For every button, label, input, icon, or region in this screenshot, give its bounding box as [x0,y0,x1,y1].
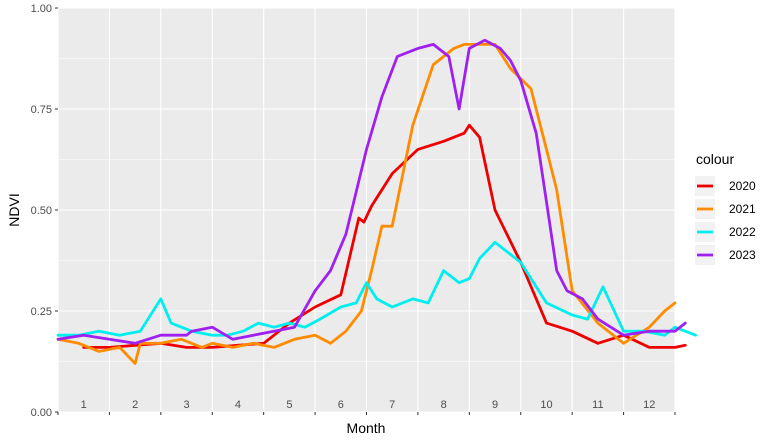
x-tick-label: 11 [592,399,603,411]
y-tick-label: 0.00 [31,407,52,419]
y-axis: 0.00 0.25 0.50 0.75 1.00 [31,3,58,419]
y-tick-label: 0.50 [31,205,52,217]
x-tick-label: 3 [183,399,189,411]
x-tick-label: 8 [441,399,447,411]
y-tick-label: 0.75 [31,104,52,116]
y-tick-label: 1.00 [31,3,52,15]
x-tick-label: 2 [132,399,138,411]
legend-label-2023: 2023 [729,248,756,262]
series-line-2023 [56,38,687,345]
x-tick-label: 12 [643,399,655,411]
x-tick-label: 5 [286,399,292,411]
series-line-2022 [56,240,697,337]
legend-title: colour [696,151,734,167]
x-axis-title: Month [347,420,386,436]
x-tick-label: 6 [338,399,344,411]
y-tick-label: 0.25 [31,306,52,318]
x-axis: 1 2 3 4 5 6 7 8 9 10 11 12 [57,399,676,415]
series-lines [56,38,697,365]
x-tick-label: 4 [235,399,241,411]
legend-label-2021: 2021 [729,202,756,216]
x-tick-label: 9 [492,399,498,411]
legend: colour 2020 2021 2022 2023 [695,151,756,265]
legend-label-2022: 2022 [729,225,756,239]
x-tick-label: 7 [389,399,395,411]
series-line-2021 [56,43,677,365]
x-tick-label: 1 [81,399,87,411]
legend-label-2020: 2020 [729,179,756,193]
x-tick-label: 10 [540,399,552,411]
y-axis-title: NDVI [6,193,22,226]
